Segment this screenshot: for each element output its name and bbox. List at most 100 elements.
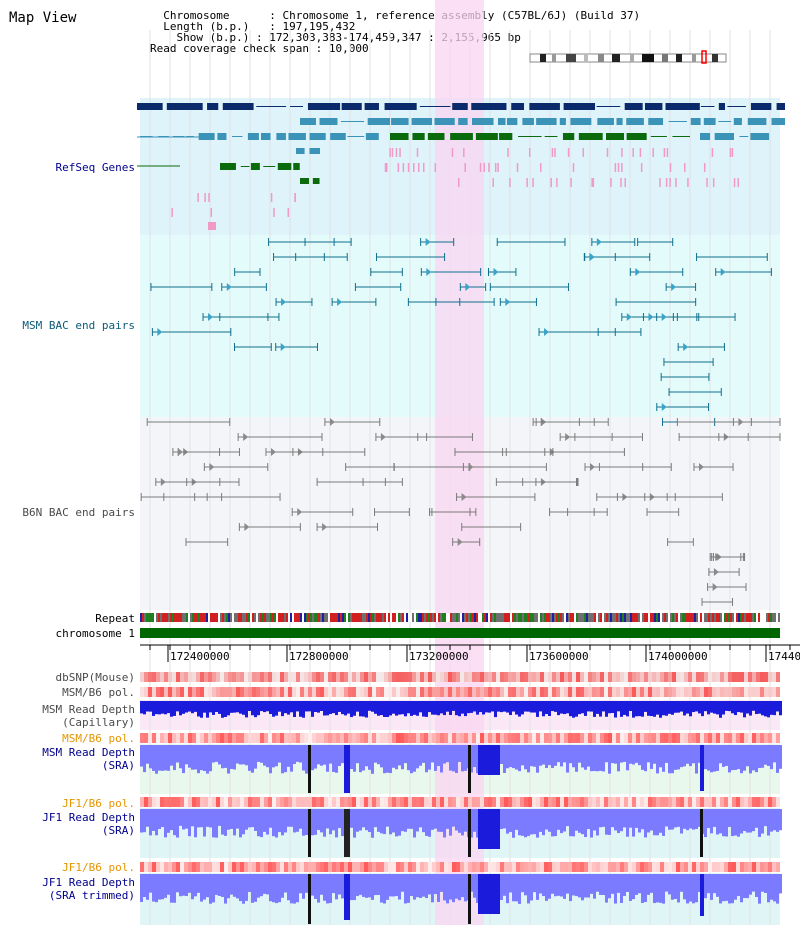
heat-cell [300, 862, 304, 872]
heat-cell [300, 672, 304, 682]
track-label-jf1-read-depth-trim[interactable]: JF1 Read Depth [42, 876, 135, 889]
depth-bar [392, 809, 395, 833]
depth-bar [407, 701, 410, 714]
repeat-element [158, 613, 160, 622]
heat-cell [740, 687, 744, 697]
heat-cell [572, 797, 576, 807]
depth-spike [478, 745, 500, 775]
depth-bar [218, 874, 221, 897]
track-label-msm-b6-pol[interactable]: MSM/B6 pol. [62, 686, 135, 699]
depth-bar [497, 701, 500, 712]
depth-bar [155, 701, 158, 715]
bac-end-arrow [626, 313, 632, 321]
heat-cell [164, 672, 168, 682]
pink-gene [418, 163, 420, 172]
repeat-element [636, 613, 638, 622]
heat-cell [168, 733, 172, 743]
depth-bar [143, 874, 146, 898]
heat-cell [740, 862, 744, 872]
depth-bar [536, 874, 539, 900]
track-label-msm-read-depth-sra[interactable]: MSM Read Depth [42, 746, 135, 759]
depth-bar [563, 809, 566, 832]
depth-bar [275, 701, 278, 716]
heat-cell [616, 672, 620, 682]
heat-cell [692, 672, 696, 682]
heat-cell [492, 687, 496, 697]
heat-cell [552, 733, 556, 743]
depth-bar [575, 745, 578, 772]
heat-cell [584, 672, 588, 682]
repeat-element [672, 613, 674, 622]
depth-bar [437, 874, 440, 902]
depth-bar [389, 874, 392, 897]
heat-cell [768, 733, 772, 743]
gene-block [307, 103, 341, 110]
depth-spike [468, 874, 471, 924]
track-label-msm-read-depth-capillary[interactable]: MSM Read Depth [42, 703, 135, 716]
track-label-jf1-b6-pol[interactable]: JF1/B6 pol. [62, 797, 135, 810]
heat-cell [308, 797, 312, 807]
gene-block [562, 133, 575, 140]
heat-cell [632, 733, 636, 743]
repeat-element [776, 613, 778, 622]
heat-cell [376, 797, 380, 807]
heat-cell [232, 672, 236, 682]
depth-bar [518, 809, 521, 836]
depth-bar [146, 874, 149, 900]
bac-end-arrow [468, 463, 474, 471]
heat-cell [628, 672, 632, 682]
depth-bar [614, 701, 617, 718]
depth-bar [653, 745, 656, 764]
track-label-jf1-read-depth-sra-sub: (SRA) [101, 824, 135, 837]
depth-bar [683, 745, 686, 767]
depth-bar [611, 874, 614, 894]
ideogram-band [584, 54, 588, 62]
heat-cell [376, 733, 380, 743]
heat-cell [712, 797, 716, 807]
track-label-msm-b6-pol-2[interactable]: MSM/B6 pol. [62, 732, 135, 745]
repeat-element [262, 613, 264, 622]
track-label-b6n-bac[interactable]: B6N BAC end pairs [22, 506, 135, 519]
depth-bar [383, 809, 386, 835]
gene-block [497, 118, 506, 125]
heat-cell [444, 733, 448, 743]
depth-bar [632, 874, 635, 900]
depth-bar [224, 809, 227, 836]
track-label-msm-bac[interactable]: MSM BAC end pairs [22, 319, 135, 332]
track-label-jf1-read-depth-sra[interactable]: JF1 Read Depth [42, 811, 135, 824]
heat-cell [464, 862, 468, 872]
depth-bar [257, 809, 260, 837]
track-label-repeat[interactable]: Repeat [95, 612, 135, 625]
heat-cell [220, 672, 224, 682]
repeat-element [642, 613, 644, 622]
gene-block [452, 103, 468, 110]
repeat-element [148, 613, 150, 622]
track-label-dbsnp[interactable]: dbSNP(Mouse) [55, 671, 135, 684]
depth-bar [317, 874, 320, 903]
gene-block [624, 103, 643, 110]
repeat-element [234, 613, 236, 622]
repeat-element [398, 613, 400, 622]
depth-bar [458, 809, 461, 833]
heat-cell [596, 687, 600, 697]
heat-cell [728, 797, 732, 807]
bac-end-arrow [457, 538, 463, 546]
heat-cell [236, 797, 240, 807]
depth-bar [188, 701, 191, 712]
pink-gene [669, 163, 672, 172]
bac-end-arrow [698, 463, 704, 471]
track-label-jf1-b6-pol-2[interactable]: JF1/B6 pol. [62, 861, 135, 874]
repeat-element [720, 613, 722, 622]
depth-bar [464, 874, 467, 902]
depth-bar [356, 701, 359, 712]
depth-bar [161, 874, 164, 900]
repeat-element [440, 613, 442, 622]
repeat-element [230, 613, 232, 622]
gene-block [288, 133, 306, 140]
track-label-refseq[interactable]: RefSeq Genes [55, 161, 135, 174]
repeat-element [670, 613, 672, 622]
heat-cell [536, 733, 540, 743]
depth-spike [478, 809, 500, 849]
heat-cell [296, 687, 300, 697]
